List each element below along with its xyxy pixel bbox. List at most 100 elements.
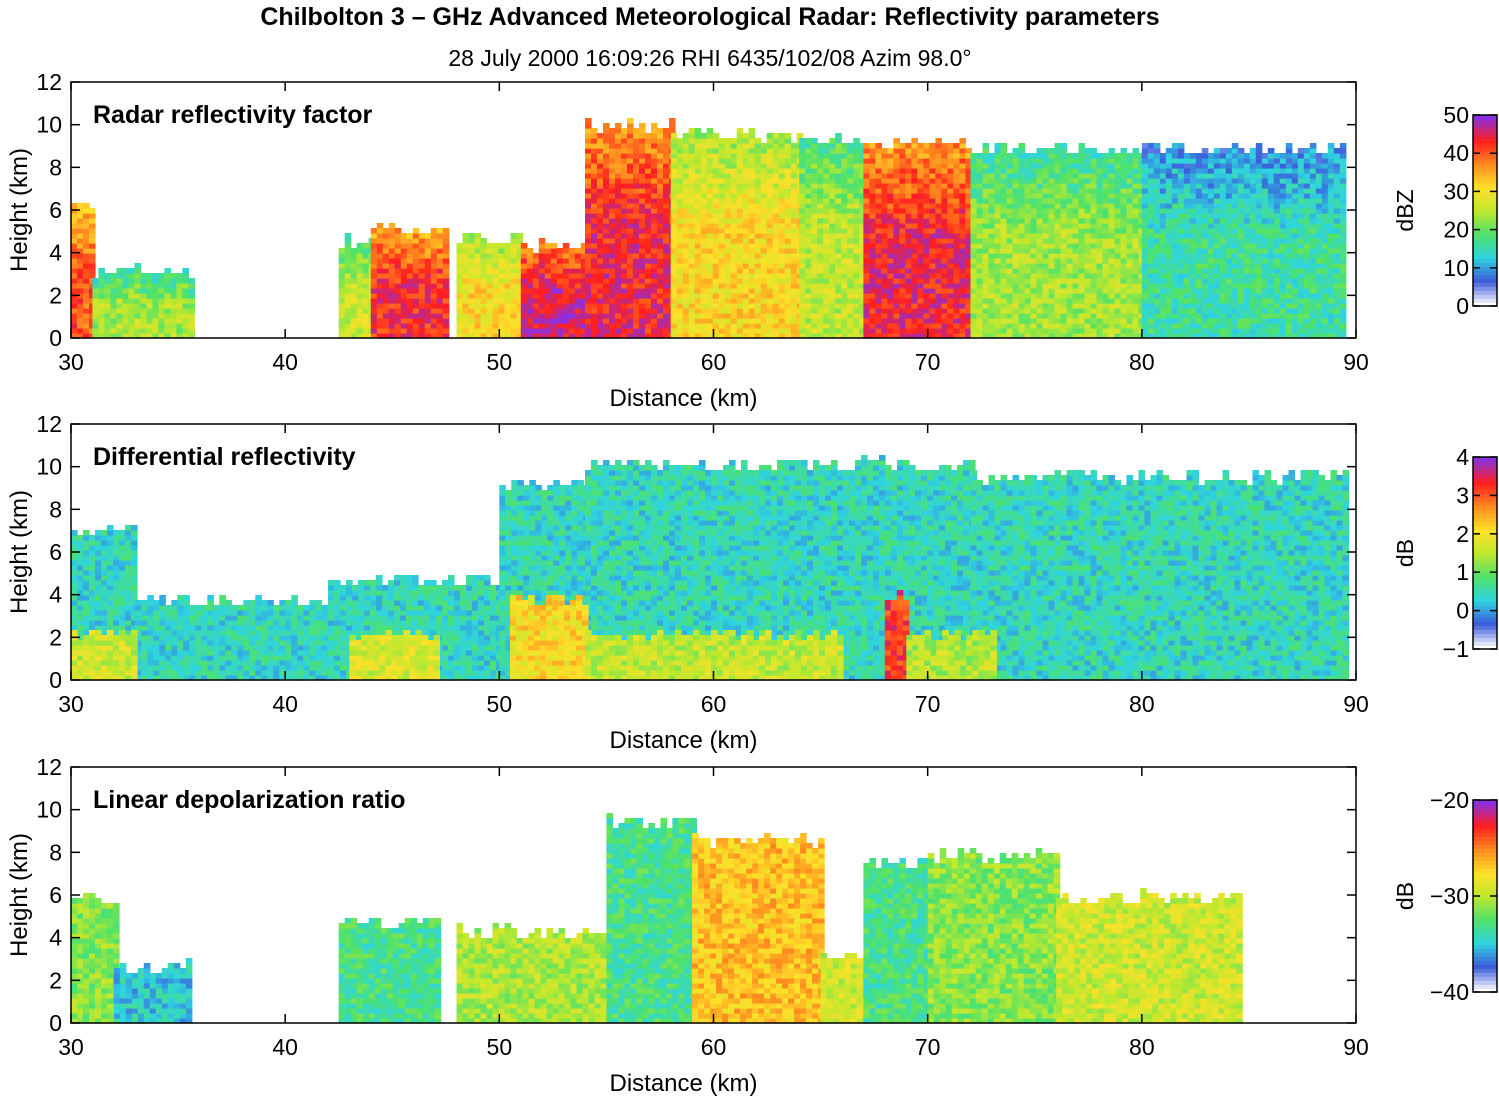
colorbar-tick-label: 0 bbox=[1456, 598, 1469, 624]
x-axis-label: Distance (km) bbox=[609, 727, 757, 754]
echo-region bbox=[456, 923, 608, 1024]
y-tick-label: 6 bbox=[49, 197, 62, 223]
figure-subtitle: 28 July 2000 16:09:26 RHI 6435/102/08 Az… bbox=[448, 45, 972, 71]
x-tick-label: 70 bbox=[915, 349, 941, 375]
y-tick-label: 0 bbox=[49, 667, 62, 693]
x-tick-label: 30 bbox=[58, 691, 84, 717]
echo-region bbox=[606, 813, 697, 1024]
panel-1: 30 40 50 60 70 80 90 0 2 4 6 8 10 12 Distance (km) Heig… bbox=[6, 69, 1498, 412]
x-tick-label: 70 bbox=[915, 1034, 941, 1060]
y-tick-label: 6 bbox=[49, 882, 62, 908]
echo-region bbox=[92, 263, 195, 339]
echo-region bbox=[338, 918, 442, 1024]
colorbar-tick-label: 40 bbox=[1443, 140, 1469, 166]
colorbar: −1 0 1 2 3 4 dB bbox=[1392, 444, 1498, 662]
colorbar-tick-label: 3 bbox=[1456, 482, 1469, 508]
colorbar-tick-label: −30 bbox=[1430, 883, 1469, 909]
colorbar: −40 −30 −20 dB bbox=[1392, 787, 1498, 1005]
y-tick-label: 8 bbox=[49, 154, 62, 180]
echo-region bbox=[1141, 143, 1347, 339]
x-tick-label: 80 bbox=[1129, 349, 1155, 375]
colorbar-tick-label: 0 bbox=[1456, 293, 1469, 319]
y-tick-label: 4 bbox=[49, 240, 62, 266]
y-tick-label: 8 bbox=[49, 839, 62, 865]
echo-region bbox=[113, 958, 193, 1024]
echo-region bbox=[863, 138, 972, 339]
echo-region bbox=[71, 203, 96, 339]
x-tick-label: 30 bbox=[58, 349, 84, 375]
colorbar-tick-label: 2 bbox=[1456, 521, 1469, 547]
echo-region bbox=[456, 233, 524, 339]
y-tick-label: 10 bbox=[36, 797, 62, 823]
echo-region bbox=[970, 470, 1350, 681]
y-tick-label: 10 bbox=[36, 112, 62, 138]
echo-region bbox=[820, 953, 870, 1024]
x-tick-label: 50 bbox=[487, 1034, 513, 1060]
panel-label: Differential reflectivity bbox=[93, 443, 356, 471]
colorbar-frame bbox=[1472, 114, 1498, 307]
y-axis-label: Height (km) bbox=[6, 148, 33, 272]
x-tick-label: 50 bbox=[487, 691, 513, 717]
colorbar-label: dB bbox=[1392, 882, 1418, 910]
y-axis-label: Height (km) bbox=[6, 833, 33, 957]
y-tick-label: 12 bbox=[36, 411, 62, 437]
echo-region bbox=[510, 595, 589, 681]
echo-region bbox=[370, 223, 450, 339]
x-tick-label: 90 bbox=[1343, 1034, 1369, 1060]
echo-region bbox=[906, 630, 997, 681]
x-tick-label: 90 bbox=[1343, 691, 1369, 717]
x-tick-label: 60 bbox=[701, 349, 727, 375]
x-tick-label: 70 bbox=[915, 691, 941, 717]
figure-title: Chilbolton 3 – GHz Advanced Meteorologic… bbox=[260, 3, 1160, 31]
echo-region bbox=[670, 128, 804, 339]
y-tick-label: 12 bbox=[36, 754, 62, 780]
echo-region bbox=[884, 590, 910, 681]
echo-region bbox=[1056, 888, 1243, 1024]
colorbar-label: dB bbox=[1392, 539, 1418, 567]
x-tick-label: 40 bbox=[272, 349, 298, 375]
y-tick-label: 2 bbox=[49, 967, 62, 993]
y-tick-label: 4 bbox=[49, 925, 62, 951]
x-tick-label: 30 bbox=[58, 1034, 84, 1060]
y-tick-label: 2 bbox=[49, 624, 62, 650]
echo-region bbox=[799, 133, 866, 339]
y-axis-label: Height (km) bbox=[6, 490, 33, 614]
echo-region bbox=[71, 630, 138, 681]
colorbar-tick-label: 50 bbox=[1443, 102, 1469, 128]
colorbar-frame bbox=[1472, 456, 1498, 650]
y-tick-label: 10 bbox=[36, 454, 62, 480]
colorbar-tick-label: 4 bbox=[1456, 444, 1469, 470]
echo-region bbox=[585, 118, 676, 339]
x-tick-label: 60 bbox=[701, 691, 727, 717]
x-tick-label: 60 bbox=[701, 1034, 727, 1060]
y-tick-label: 8 bbox=[49, 496, 62, 522]
panel-label: Linear depolarization ratio bbox=[93, 786, 406, 814]
echo-region bbox=[338, 233, 376, 339]
y-tick-label: 12 bbox=[36, 69, 62, 95]
echo-region bbox=[927, 848, 1061, 1024]
colorbar-tick-label: −20 bbox=[1430, 787, 1469, 813]
echo-region bbox=[135, 595, 334, 681]
colorbar-tick-label: −40 bbox=[1430, 979, 1469, 1005]
echo-region bbox=[71, 893, 120, 1024]
y-tick-label: 4 bbox=[49, 582, 62, 608]
echo-region bbox=[692, 833, 825, 1024]
echo-region bbox=[520, 238, 588, 339]
y-tick-label: 2 bbox=[49, 282, 62, 308]
panel-3: 30 40 50 60 70 80 90 0 2 4 6 8 10 12 Distance (km) Heig… bbox=[6, 754, 1498, 1097]
x-tick-label: 80 bbox=[1129, 691, 1155, 717]
echo-region bbox=[585, 630, 844, 681]
echo-region bbox=[863, 858, 930, 1024]
y-tick-label: 6 bbox=[49, 539, 62, 565]
x-tick-label: 40 bbox=[272, 1034, 298, 1060]
colorbar-tick-label: −1 bbox=[1443, 636, 1469, 662]
colorbar-tick-label: 20 bbox=[1443, 217, 1469, 243]
echo-region bbox=[349, 630, 440, 681]
y-tick-label: 0 bbox=[49, 325, 62, 351]
panel-label: Radar reflectivity factor bbox=[93, 101, 373, 129]
x-tick-label: 80 bbox=[1129, 1034, 1155, 1060]
colorbar-tick-label: 1 bbox=[1456, 559, 1469, 585]
colorbar-label: dBZ bbox=[1392, 189, 1418, 231]
